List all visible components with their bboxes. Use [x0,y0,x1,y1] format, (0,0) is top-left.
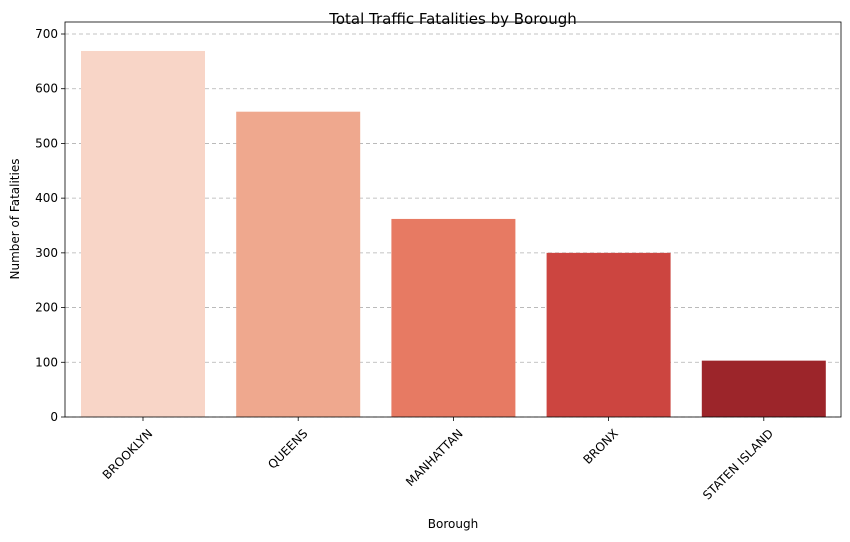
bar-manhattan [391,218,516,417]
x-tick-label: STATEN ISLAND [700,426,776,502]
y-tick-label: 200 [35,301,58,315]
bar-brooklyn [81,50,205,418]
y-tick-label: 700 [35,27,58,41]
chart-title: Total Traffic Fatalities by Borough [328,10,577,28]
y-tick-label: 600 [35,82,58,96]
y-tick-label: 500 [35,136,58,150]
x-tick-label: BRONX [580,426,620,466]
bar-queens [236,111,361,418]
x-tick-label: MANHATTAN [403,426,466,489]
bar-bronx [546,252,671,417]
y-tick-label: 300 [35,246,58,260]
y-tick-label: 400 [35,191,58,205]
x-axis: BROOKLYN QUEENS MANHATTAN BRONX STATEN ISLAN… [100,417,776,502]
x-tick-label: BROOKLYN [100,426,156,482]
y-tick-label: 100 [35,355,58,369]
x-axis-label: Borough [428,517,478,531]
y-axis: 0 100 200 300 400 500 600 700 [35,27,65,424]
x-tick-label: QUEENS [265,426,310,471]
y-tick-label: 0 [50,410,58,424]
bar-staten-island [701,360,826,417]
y-axis-label: Number of Fatalities [8,159,22,280]
bars [81,50,826,418]
